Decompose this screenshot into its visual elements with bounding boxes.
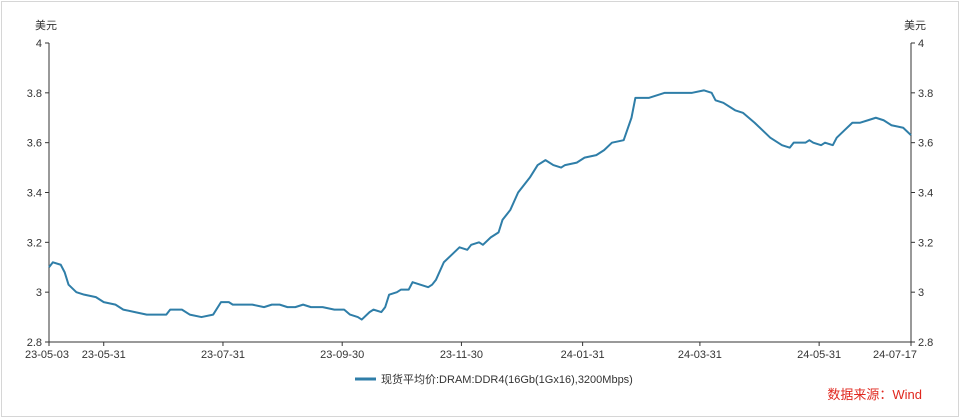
axes: 美元 美元 2.8 2.8 3 3 3.2 3.2 3.4 3.4 3.6 3.6 3.8 3.8 4 4 23…: [25, 19, 933, 361]
y-tick-label-left: 4: [36, 38, 42, 50]
series-layer: [48, 89, 912, 321]
x-tick-label: 23-11-30: [440, 349, 483, 361]
y-tick-label-right: 3.2: [918, 237, 933, 249]
y-tick-label-right: 3: [918, 287, 924, 299]
y-tick-label-left: 3.4: [27, 188, 42, 200]
x-tick-label: 24-07-17: [873, 349, 917, 361]
x-tick-label: 23-05-03: [25, 349, 69, 361]
x-tick-label: 23-09-30: [320, 349, 364, 361]
x-tick-label: 24-05-31: [797, 349, 841, 361]
y-tick-label-right: 3.4: [918, 188, 933, 200]
y-tick-label-right: 3.6: [918, 138, 933, 150]
y-tick-label-right: 3.8: [918, 88, 933, 100]
y-unit-right: 美元: [904, 19, 926, 32]
data-source-note: 数据来源：Wind: [827, 387, 922, 402]
legend: 现货平均价:DRAM:DDR4(16Gb(1Gx16),3200Mbps): [355, 372, 633, 386]
y-tick-label-left: 3: [36, 287, 42, 299]
y-tick-label-left: 3.6: [27, 138, 42, 150]
y-tick-label-right: 4: [918, 38, 924, 50]
series-line: [48, 89, 912, 321]
y-tick-label-right: 2.8: [918, 337, 933, 349]
y-unit-left: 美元: [35, 19, 57, 32]
x-tick-label: 24-03-31: [678, 349, 722, 361]
y-tick-label-left: 3.8: [27, 88, 42, 100]
legend-label: 现货平均价:DRAM:DDR4(16Gb(1Gx16),3200Mbps): [381, 372, 633, 386]
y-tick-label-left: 2.8: [27, 337, 42, 349]
x-tick-label: 23-05-31: [82, 349, 126, 361]
y-tick-label-left: 3.2: [27, 237, 42, 249]
x-tick-label: 23-07-31: [201, 349, 245, 361]
x-tick-label: 24-01-31: [561, 349, 605, 361]
